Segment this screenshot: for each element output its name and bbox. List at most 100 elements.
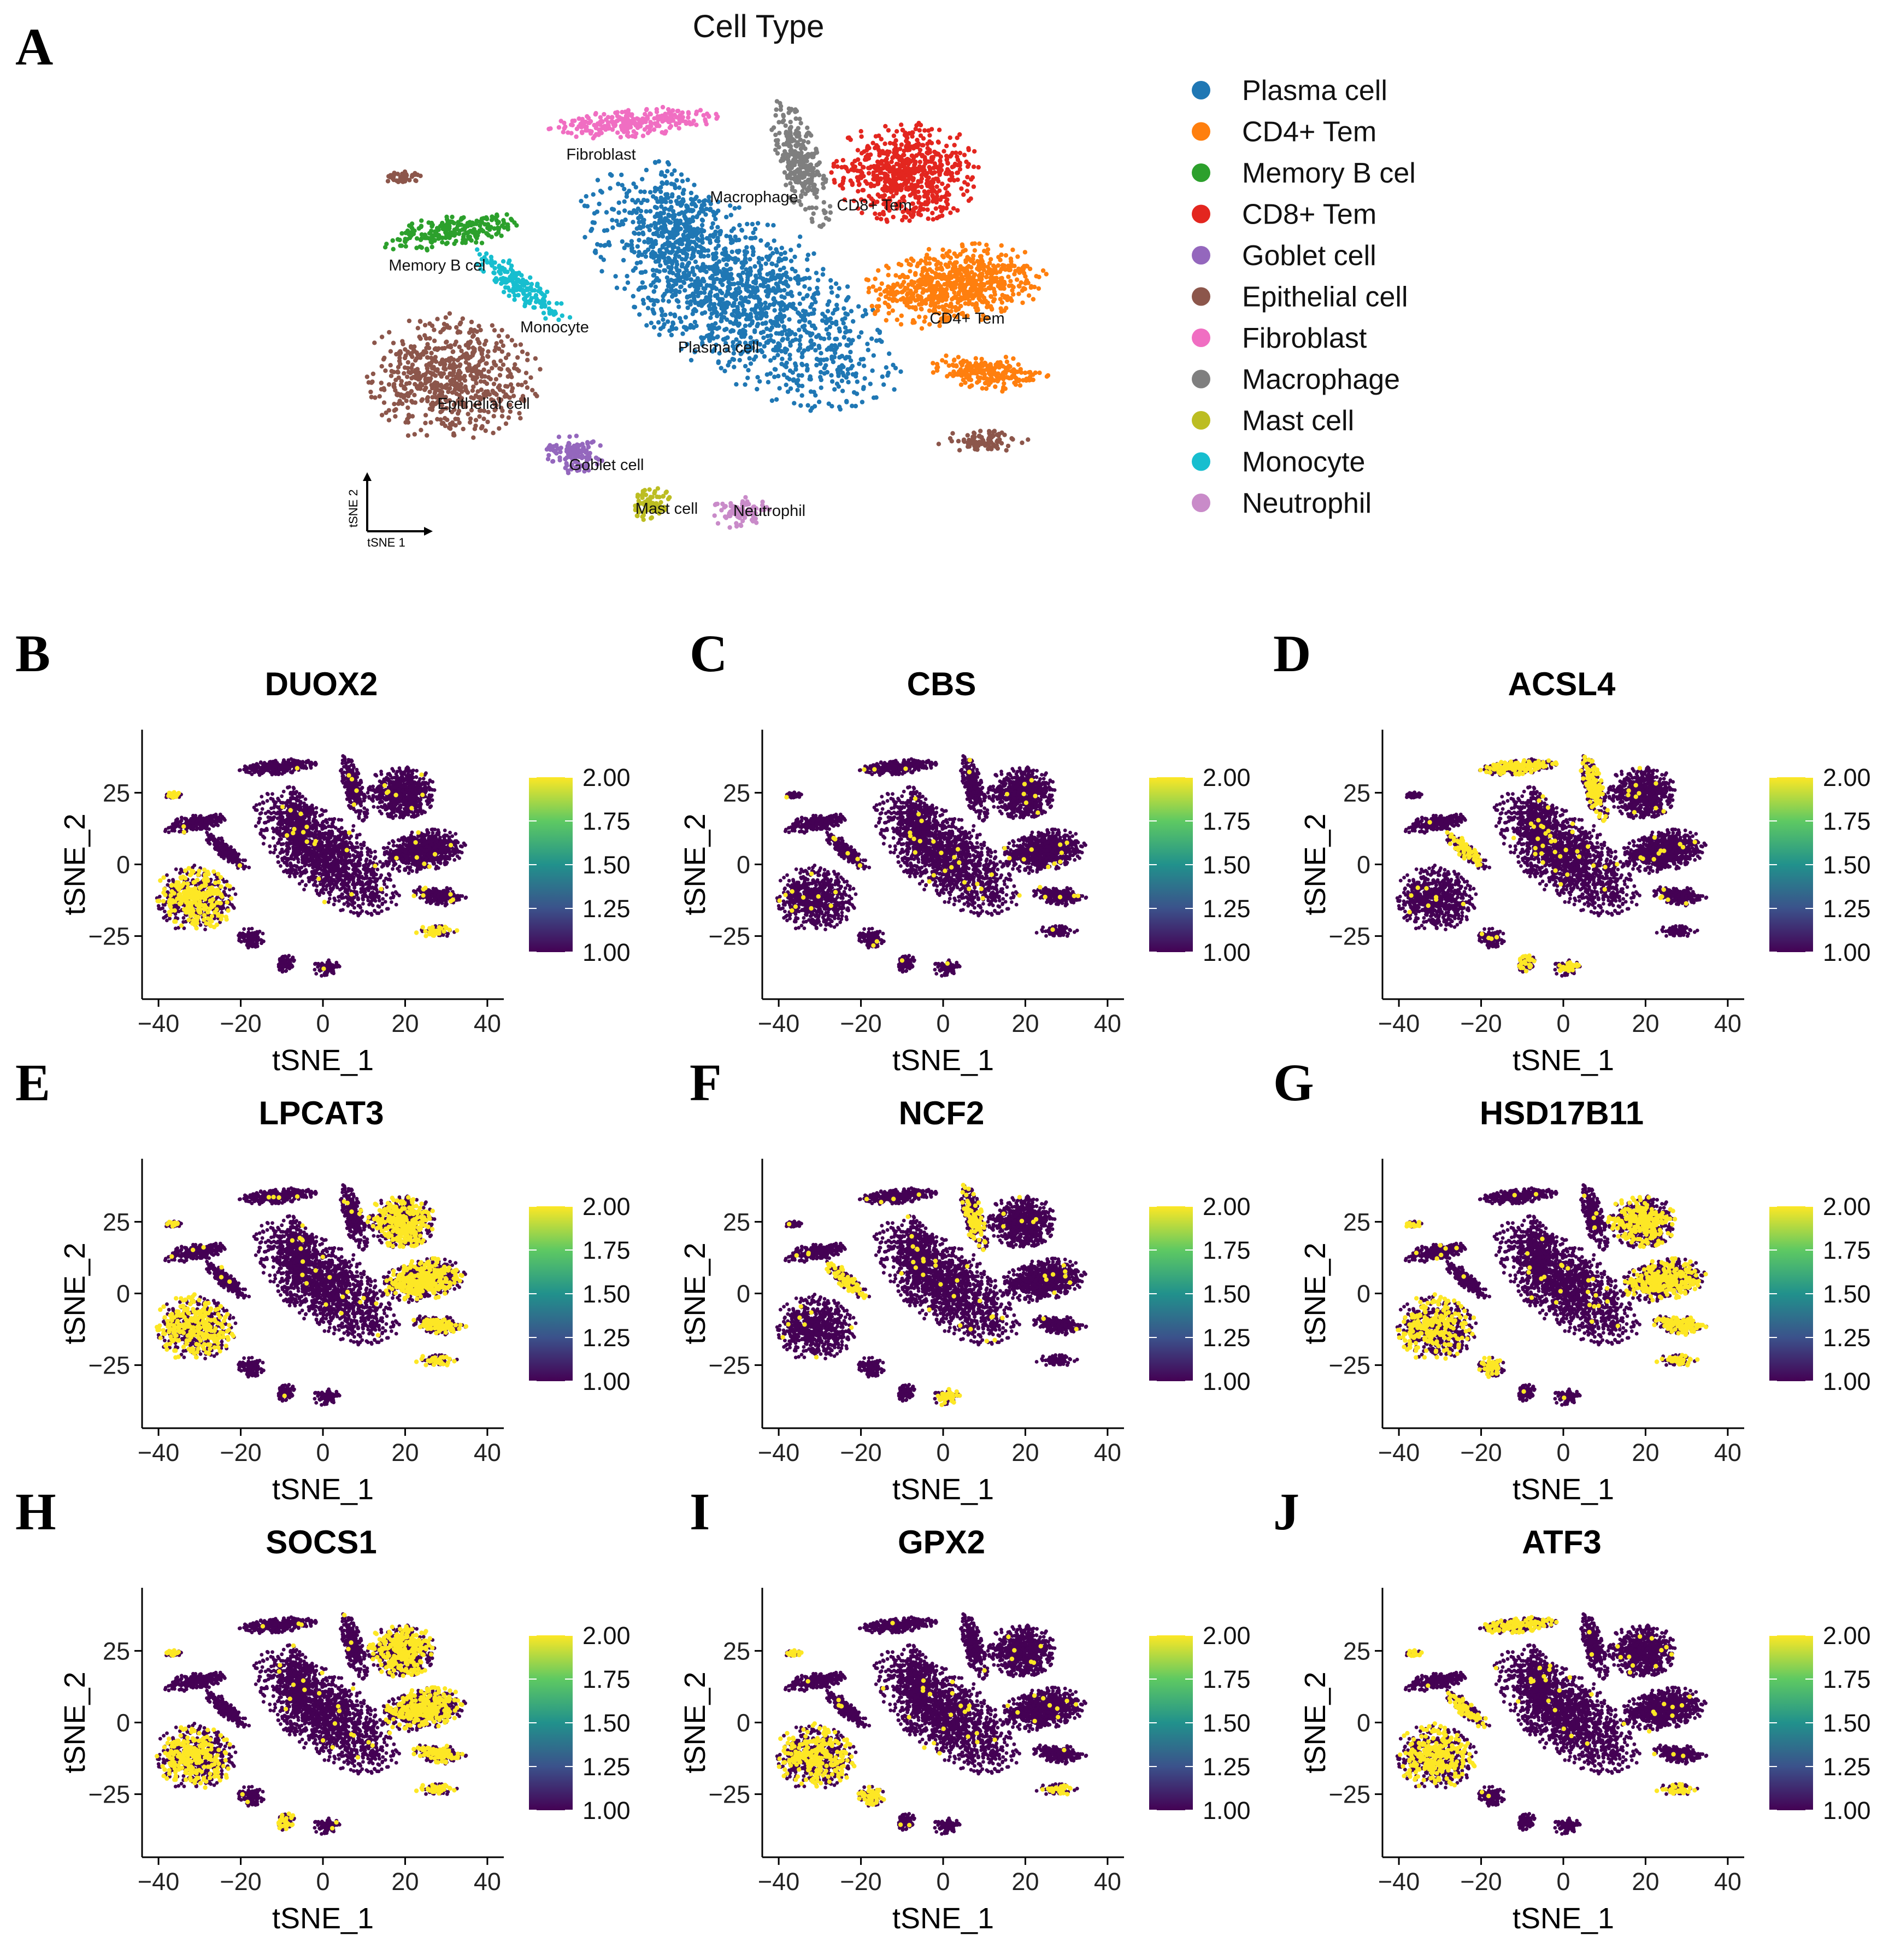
cell-point [608, 172, 613, 177]
cell-point [815, 286, 819, 290]
cell-point [673, 314, 677, 318]
cell-point [788, 248, 793, 252]
cell-point [627, 189, 631, 193]
cell-point [834, 320, 838, 324]
cell-point [784, 383, 788, 387]
cell-point [841, 365, 845, 369]
cell-point [843, 330, 848, 335]
cell-point [760, 350, 764, 354]
cell-point [635, 261, 639, 265]
cell-point [861, 357, 866, 361]
cell-point [582, 235, 587, 239]
cell-point [640, 280, 645, 285]
cell-point [805, 403, 810, 408]
cell-point [715, 225, 720, 230]
cell-point [592, 220, 597, 225]
cell-point [724, 215, 728, 219]
cell-point [637, 312, 642, 316]
panel-a-title: Cell Type [693, 9, 825, 44]
cell-point [834, 303, 839, 307]
cell-point [610, 218, 614, 222]
cell-point [855, 379, 860, 384]
cell-point [872, 396, 876, 400]
cell-point [772, 308, 776, 313]
cell-point [639, 271, 643, 275]
cell-point [652, 289, 656, 294]
cell-point [829, 373, 833, 378]
cell-point [729, 213, 733, 217]
cell-point [770, 398, 774, 403]
cell-point [887, 351, 891, 356]
cell-point [708, 315, 713, 320]
cell-point [649, 283, 653, 287]
cell-point [756, 221, 760, 225]
cell-point [891, 363, 895, 367]
cell-point [749, 361, 753, 366]
cell-point [750, 222, 755, 226]
cell-point [784, 365, 788, 369]
cell-point [779, 252, 783, 256]
cell-point [819, 378, 823, 382]
cell-point [732, 365, 736, 369]
cell-point [884, 365, 888, 369]
cell-point [738, 358, 742, 362]
cell-point [599, 269, 604, 273]
cell-point [753, 227, 757, 231]
cell-point [605, 228, 609, 232]
figure: A Cell Type FibroblastMacrophage CD8+ Tem… [0, 0, 1889, 1960]
cell-point [898, 369, 903, 374]
cell-point [811, 251, 816, 256]
cell-point [848, 329, 852, 333]
cell-point [679, 319, 683, 324]
cell-point [771, 223, 775, 227]
cell-point [701, 218, 705, 222]
cell-point [740, 228, 744, 232]
cell-point [813, 300, 817, 304]
cell-point [751, 253, 755, 257]
cell-point [862, 363, 866, 368]
cell-point [778, 268, 782, 272]
cell-point [745, 375, 750, 380]
cell-point [846, 380, 850, 384]
cell-point [646, 306, 650, 310]
cell-point [849, 309, 854, 313]
cell-point [857, 335, 861, 339]
cell-point [676, 304, 681, 309]
cell-point [697, 199, 701, 203]
cell-point [746, 368, 750, 372]
cell-point [682, 288, 687, 292]
cell-point [770, 251, 775, 255]
cell-point [635, 244, 640, 249]
cell-point [833, 337, 837, 341]
cell-point [798, 302, 802, 306]
cell-point [648, 209, 652, 213]
cell-point [828, 325, 832, 329]
cell-point [637, 232, 641, 236]
cell-point [782, 250, 787, 255]
cell-point [805, 257, 809, 262]
cell-point [861, 385, 866, 389]
cell-point [622, 208, 627, 213]
cell-point [689, 358, 693, 362]
cell-point [631, 294, 635, 298]
cell-point [837, 286, 841, 290]
cell-point [833, 308, 837, 312]
panel-letter-a: A [15, 17, 53, 76]
cell-point [834, 281, 838, 286]
cell-point [772, 339, 776, 344]
cell-point [856, 304, 861, 309]
cell-point [860, 400, 864, 404]
cell-point [843, 312, 848, 316]
cell-point [787, 377, 792, 382]
cell-point [748, 356, 752, 360]
cell-point [757, 379, 762, 384]
cell-point [744, 245, 749, 249]
cell-point [857, 362, 861, 366]
cell-point [868, 382, 873, 386]
cell-point [684, 315, 688, 319]
cell-point [774, 397, 779, 402]
cell-point [892, 387, 896, 391]
cell-point [848, 350, 852, 354]
cell-point [797, 327, 801, 332]
cell-point [830, 379, 834, 384]
